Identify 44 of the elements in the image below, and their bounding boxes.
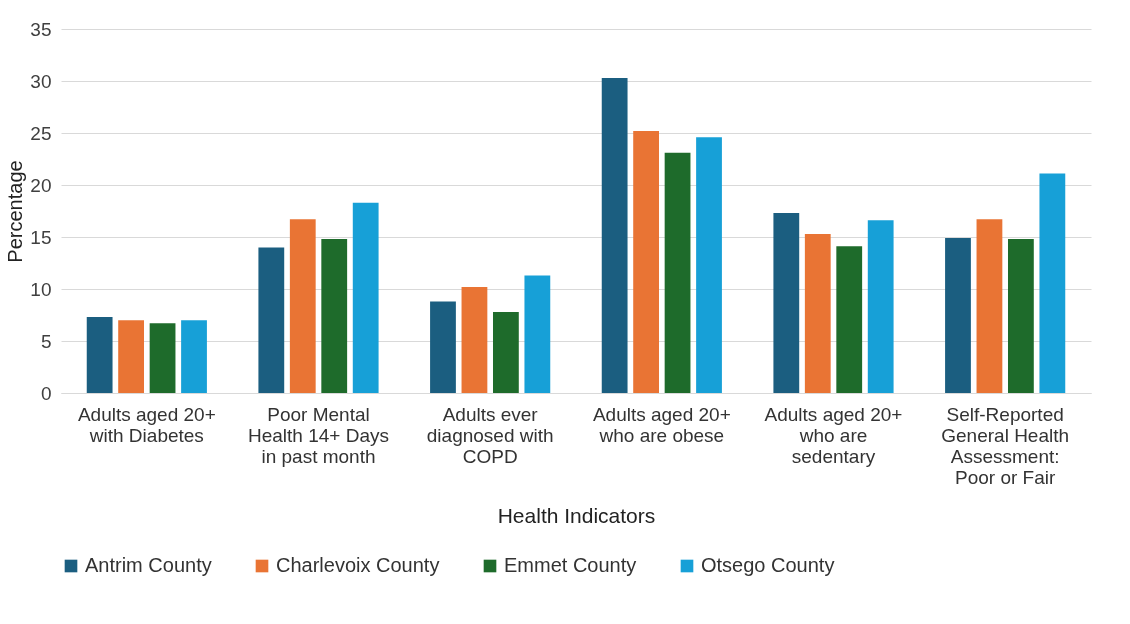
bar (696, 137, 722, 393)
legend-label: Otsego County (701, 554, 835, 576)
x-tick-label: Self-Reported General Health Assessment: Poor or Fair (941, 403, 1070, 488)
bar (804, 233, 831, 393)
bar (86, 317, 113, 393)
bar (461, 286, 488, 393)
x-tick-label: Poor Mental Health 14+ Days in past month (248, 403, 389, 467)
bar (524, 275, 551, 393)
y-tick-label: 30 (30, 70, 52, 92)
y-tick-label: 35 (30, 18, 52, 40)
bar (352, 202, 379, 393)
bar (945, 238, 971, 393)
legend-label: Antrim County (85, 554, 212, 576)
y-tick-label: 0 (40, 382, 52, 404)
bar (836, 246, 863, 393)
bar (773, 213, 800, 393)
legend-label: Charlevoix County (276, 554, 440, 576)
x-tick-label: Adults aged 20+ with Diabetes (77, 403, 216, 446)
bar (430, 301, 456, 393)
y-tick-label: 15 (30, 226, 52, 248)
y-tick-label: 5 (40, 330, 52, 352)
x-tick-label: Adults aged 20+ who are obese (592, 403, 731, 446)
bar (118, 320, 144, 393)
bar (321, 239, 348, 393)
x-axis-title: Health Indicators (497, 503, 656, 527)
bar (867, 220, 894, 393)
x-tick-label: Adults aged 20+ who are sedentary (764, 403, 903, 467)
bar (149, 323, 176, 393)
bar (181, 320, 207, 393)
bar (493, 311, 519, 393)
bar (258, 247, 285, 393)
bar (1039, 173, 1066, 393)
bar (289, 219, 316, 393)
y-tick-label: 25 (30, 122, 52, 144)
y-tick-label: 10 (30, 278, 52, 300)
bar (601, 77, 628, 393)
y-axis-title: Percentage (4, 160, 27, 263)
bar (664, 152, 691, 393)
bar (633, 130, 659, 393)
bar (976, 219, 1003, 393)
bar (1008, 239, 1034, 393)
x-tick-label: Adults ever diagnosed with COPD (426, 403, 554, 467)
y-tick-label: 20 (30, 174, 52, 196)
legend-label: Emmet County (504, 554, 637, 576)
